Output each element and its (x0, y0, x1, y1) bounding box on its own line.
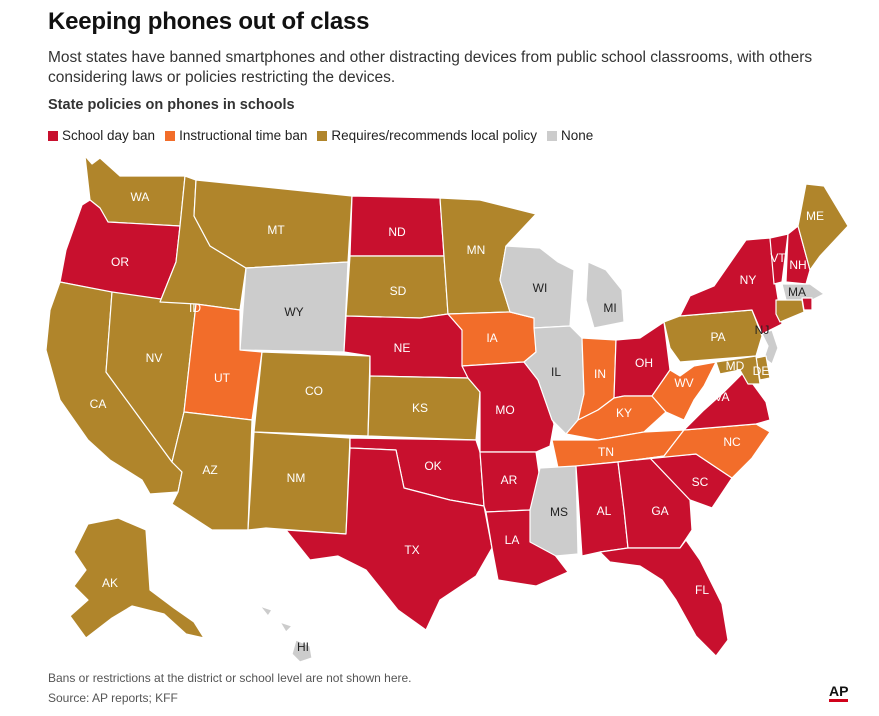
legend: School day ban Instructional time ban Re… (48, 128, 603, 143)
state-label-ar: AR (501, 473, 518, 487)
us-state-map: WA OR CA NV ID MT WY UT AZ CO NM ND SD NE KS OK TX MN IA MO… (45, 155, 849, 663)
state-label-id: ID (189, 301, 201, 315)
state-label-mn: MN (467, 243, 486, 257)
state-label-nd: ND (388, 225, 406, 239)
state-label-ma: MA (788, 285, 806, 299)
state-label-mt: MT (267, 223, 285, 237)
state-label-nv: NV (146, 351, 163, 365)
state-vt (769, 233, 789, 285)
ap-logo: AP (829, 684, 849, 702)
state-label-sc: SC (692, 475, 709, 489)
state-label-wy: WY (284, 305, 303, 319)
state-label-wv: WV (674, 376, 693, 390)
state-ak (69, 517, 205, 639)
state-label-tn: TN (598, 445, 614, 459)
source-line: Source: AP reports; KFF (48, 691, 178, 705)
state-label-tx: TX (404, 543, 419, 557)
state-label-ia: IA (486, 331, 497, 345)
state-mi (585, 261, 625, 329)
chart-title: Keeping phones out of class (48, 8, 370, 35)
state-label-oh: OH (635, 356, 653, 370)
state-label-nm: NM (287, 471, 306, 485)
state-ma (781, 283, 825, 303)
state-tx (285, 447, 493, 631)
state-ct (775, 299, 805, 323)
legend-item-local-policy: Requires/recommends local policy (317, 128, 537, 143)
chart-subtitle: Most states have banned smartphones and … (48, 49, 813, 86)
state-label-fl: FL (695, 583, 709, 597)
state-hi (259, 605, 313, 663)
legend-label: Instructional time ban (179, 128, 308, 143)
state-label-ut: UT (214, 371, 231, 385)
state-label-in: IN (594, 367, 606, 381)
legend-swatch (317, 130, 328, 141)
state-label-il: IL (551, 365, 561, 379)
state-label-vt: VT (770, 251, 786, 265)
legend-swatch (48, 130, 58, 141)
state-label-al: AL (597, 504, 612, 518)
state-label-hi: HI (297, 640, 309, 654)
legend-swatch (547, 130, 557, 141)
legend-item-instructional-time-ban: Instructional time ban (165, 128, 307, 143)
state-label-nc: NC (723, 435, 741, 449)
state-label-va: VA (714, 390, 729, 404)
state-label-ny: NY (740, 273, 757, 287)
state-label-az: AZ (202, 463, 217, 477)
state-label-sd: SD (390, 284, 407, 298)
state-label-md: MD (726, 359, 745, 373)
state-me (797, 183, 849, 271)
state-label-ca: CA (90, 397, 107, 411)
state-va (683, 371, 771, 431)
legend-swatch (165, 130, 176, 141)
state-label-ks: KS (412, 401, 428, 415)
state-label-me: ME (806, 209, 824, 223)
state-md (715, 355, 761, 385)
legend-label: None (561, 128, 594, 143)
state-label-ak: AK (102, 576, 118, 590)
state-label-ms: MS (550, 505, 568, 519)
legend-item-none: None (547, 128, 593, 143)
legend-item-school-day-ban: School day ban (48, 128, 155, 143)
state-label-co: CO (305, 384, 323, 398)
state-label-ne: NE (394, 341, 411, 355)
legend-label: School day ban (62, 128, 156, 143)
state-label-pa: PA (710, 330, 725, 344)
state-label-de: DE (753, 364, 770, 378)
legend-label: Requires/recommends local policy (331, 128, 537, 143)
state-label-or: OR (111, 255, 129, 269)
footnote: Bans or restrictions at the district or … (48, 671, 412, 685)
state-label-ok: OK (424, 459, 441, 473)
state-label-wa: WA (131, 190, 150, 204)
map-title: State policies on phones in schools (48, 97, 295, 113)
state-fl (599, 539, 729, 657)
state-label-nj: NJ (755, 323, 770, 337)
state-label-ga: GA (651, 504, 668, 518)
state-az (171, 411, 253, 531)
state-label-nh: NH (789, 258, 806, 272)
state-nh (785, 225, 811, 285)
state-label-mo: MO (495, 403, 514, 417)
state-label-mi: MI (603, 301, 616, 315)
state-ks (367, 375, 481, 441)
state-label-ky: KY (616, 406, 632, 420)
state-label-la: LA (505, 533, 520, 547)
state-label-wi: WI (533, 281, 548, 295)
state-wv (651, 361, 717, 421)
state-nc (635, 423, 771, 479)
